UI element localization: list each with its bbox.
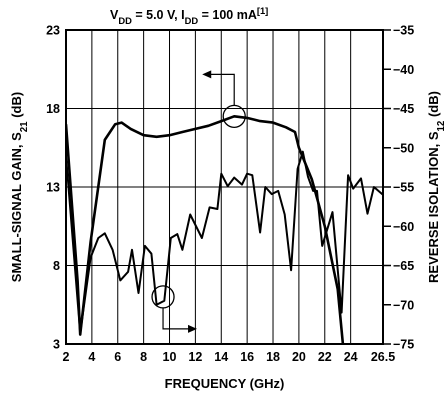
y-axis-label-left: SMALL-SIGNAL GAIN, S21 (dB)	[9, 92, 30, 282]
y-right-tick-label: −55	[393, 181, 414, 195]
annotation-layer	[151, 70, 246, 333]
y-left-tick-label: 23	[46, 24, 60, 38]
x-tick-label: 8	[140, 350, 147, 364]
x-axis-label: FREQUENCY (GHz)	[165, 376, 285, 391]
x-tick-label: 2	[63, 350, 70, 364]
y-left-tick-label: 3	[53, 338, 60, 352]
x-tick-label: 16	[240, 350, 254, 364]
x-tick-label: 14	[214, 350, 228, 364]
x-tick-label: 24	[344, 350, 358, 364]
series-line-gain	[66, 115, 345, 344]
annotation-arrow-line	[162, 307, 192, 330]
y-right-tick-label: −35	[393, 24, 414, 38]
y-axis-label-right: REVERSE ISOLATION, S12 (dB)	[426, 91, 445, 283]
annotation-arrowhead	[188, 324, 198, 333]
series-layer	[66, 115, 383, 344]
y-right-tick-label: −60	[393, 220, 414, 234]
y-right-tick-label: −65	[393, 259, 414, 273]
y-right-tick-label: −40	[393, 63, 414, 77]
tick-layer: 2 4 6 8 10 12 14 16 18 20 22 24 26.538131823−75−70−6…	[46, 24, 414, 365]
x-tick-label: 26.5	[371, 350, 395, 364]
y-right-tick-label: −70	[393, 298, 414, 312]
chart-title: VDD = 5.0 V, IDD = 100 mA[1]	[110, 6, 268, 26]
series-line-isolation	[66, 150, 383, 334]
y-right-tick-label: −45	[393, 102, 414, 116]
x-tick-label: 4	[88, 350, 95, 364]
y-right-tick-label: −75	[393, 338, 414, 352]
x-tick-label: 6	[114, 350, 121, 364]
y-left-tick-label: 8	[53, 259, 60, 273]
annotation-arrow-line	[208, 73, 235, 106]
y-left-tick-label: 18	[46, 102, 60, 116]
x-tick-label: 20	[292, 350, 306, 364]
x-tick-label: 10	[163, 350, 177, 364]
y-right-tick-label: −50	[393, 141, 414, 155]
y-left-tick-label: 13	[46, 181, 60, 195]
x-tick-label: 22	[318, 350, 332, 364]
annotation-arrowhead	[202, 70, 212, 79]
x-tick-label: 12	[188, 350, 202, 364]
x-tick-label: 18	[266, 350, 280, 364]
grid-layer	[66, 30, 383, 344]
